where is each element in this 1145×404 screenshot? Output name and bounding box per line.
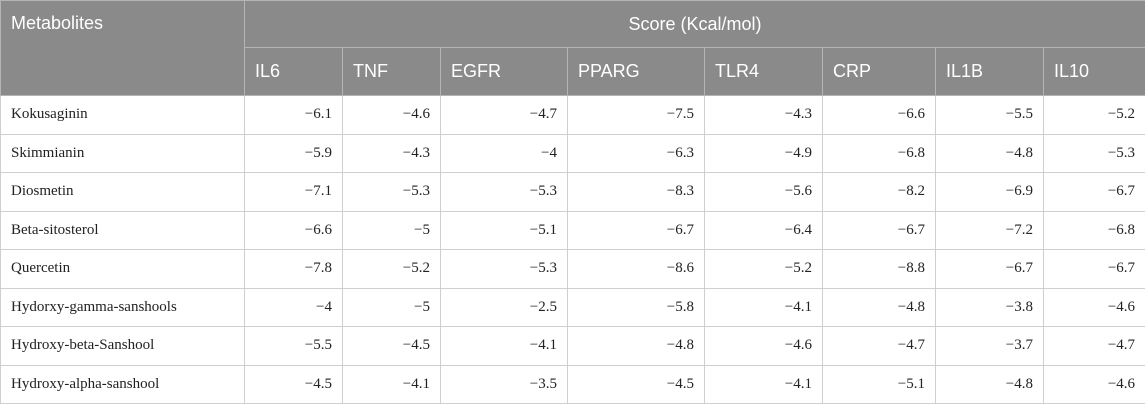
score-cell: −4 xyxy=(244,287,343,327)
score-cell: −6.4 xyxy=(704,210,823,250)
score-cell: −7.8 xyxy=(244,249,343,289)
score-cell: −6.8 xyxy=(822,133,936,173)
score-cell: −4.8 xyxy=(822,287,936,327)
header-row: Metabolites Score (Kcal/mol) xyxy=(0,0,1145,96)
score-cell: −5.2 xyxy=(342,249,441,289)
score-cell: −4.7 xyxy=(822,326,936,366)
score-cell: −4.1 xyxy=(342,364,441,404)
score-cell: −5.5 xyxy=(244,326,343,366)
score-cell: −6.8 xyxy=(1042,210,1145,250)
score-cell: −8.6 xyxy=(567,249,705,289)
header-row: IL6 TNF EGFR PPARG TLR4 CRP IL1B IL10 xyxy=(1,47,1145,96)
score-cell: −4.6 xyxy=(1042,364,1145,404)
score-cell: −4.8 xyxy=(935,364,1044,404)
score-cell: −4.6 xyxy=(704,326,823,366)
score-cell: −5.3 xyxy=(440,249,568,289)
score-cell: −3.8 xyxy=(935,287,1044,327)
score-cell: −8.8 xyxy=(822,249,936,289)
table-row: Hydorxy-gamma-sanshools −4 −5 −2.5 −5.8 −4.1−… xyxy=(0,287,1145,327)
table-header: Metabolites Score (Kcal/mol) IL6 TNF EGFR P… xyxy=(0,0,1145,96)
score-cell: −4.7 xyxy=(440,95,568,135)
score-cell: −5 xyxy=(342,210,441,250)
score-cell: −4.5 xyxy=(244,364,343,404)
group-header: Score (Kcal/mol) xyxy=(243,0,1145,48)
score-cell: −4.5 xyxy=(567,364,705,404)
score-cell: −5.1 xyxy=(822,364,936,404)
score-cell: −5.3 xyxy=(342,172,441,212)
score-cell: −7.2 xyxy=(935,210,1044,250)
row-label: Diosmetin xyxy=(0,172,245,212)
score-cell: −8.3 xyxy=(567,172,705,212)
column-header: IL1B xyxy=(935,47,1044,96)
score-cell: −4.1 xyxy=(440,326,568,366)
score-cell: −4.6 xyxy=(1042,287,1145,327)
column-header: PPARG xyxy=(567,47,705,96)
score-cell: −4.1 xyxy=(704,287,823,327)
score-cell: −6.9 xyxy=(935,172,1044,212)
score-cell: −4.5 xyxy=(342,326,441,366)
score-cell: −6.6 xyxy=(244,210,343,250)
score-cell: −6.7 xyxy=(567,210,705,250)
score-cell: −4.3 xyxy=(342,133,441,173)
table-body: Kokusaginin −6.1 −4.6 −4.7 −7.5 −4.3 −6.6 −5.5−… xyxy=(0,95,1145,404)
score-cell: −8.2 xyxy=(822,172,936,212)
score-cell: −6.6 xyxy=(822,95,936,135)
score-cell: −4.9 xyxy=(704,133,823,173)
column-header: IL6 xyxy=(244,47,343,96)
score-cell: −4.3 xyxy=(704,95,823,135)
score-cell: −4.7 xyxy=(1042,326,1145,366)
header-cell: Metabolites xyxy=(0,0,245,96)
row-label: Beta-sitosterol xyxy=(0,210,245,250)
row-label: Skimmianin xyxy=(0,133,245,173)
table-row: Diosmetin −7.1 −5.3 −5.3 −8.3 −5.6 −8.2 −6.9 −6.… xyxy=(0,172,1145,212)
score-cell: −5.9 xyxy=(244,133,343,173)
score-cell: −7.1 xyxy=(244,172,343,212)
score-cell: −7.5 xyxy=(567,95,705,135)
score-cell: −4.8 xyxy=(935,133,1044,173)
score-cell: −6.1 xyxy=(244,95,343,135)
score-cell: −3.7 xyxy=(935,326,1044,366)
score-cell: −5.1 xyxy=(440,210,568,250)
score-cell: −5.5 xyxy=(935,95,1044,135)
row-label: Hydorxy-gamma-sanshools xyxy=(0,287,245,327)
row-label: Hydroxy-alpha-sanshool xyxy=(0,364,245,404)
column-header: IL10 xyxy=(1042,47,1145,96)
score-cell: −5.8 xyxy=(567,287,705,327)
table-row: Skimmianin −5.9 −4.3 −4 −6.3 −4.9 −6.8 −4.8 −5.3 xyxy=(0,133,1145,173)
score-cell: −4.1 xyxy=(704,364,823,404)
table-row: Beta-sitosterol −6.6 −5 −5.1 −6.7 −6.4 −6.7 −7.… xyxy=(0,210,1145,250)
score-cell: −5 xyxy=(342,287,441,327)
score-cell: −6.7 xyxy=(1042,172,1145,212)
row-label: Hydroxy-beta-Sanshool xyxy=(0,326,245,366)
score-cell: −6.7 xyxy=(1042,249,1145,289)
score-cell: −5.3 xyxy=(1042,133,1145,173)
column-header: CRP xyxy=(822,47,936,96)
column-header: TNF xyxy=(342,47,441,96)
score-cell: −5.2 xyxy=(1042,95,1145,135)
column-header: TLR4 xyxy=(704,47,823,96)
score-cell: −2.5 xyxy=(440,287,568,327)
score-cell: −3.5 xyxy=(440,364,568,404)
score-cell: −6.7 xyxy=(935,249,1044,289)
table-row: Kokusaginin −6.1 −4.6 −4.7 −7.5 −4.3 −6.6 −5.5−… xyxy=(0,95,1145,135)
row-label: Kokusaginin xyxy=(0,95,245,135)
score-cell: −6.3 xyxy=(567,133,705,173)
column-header: EGFR xyxy=(440,47,568,96)
row-label: Quercetin xyxy=(0,249,245,289)
table-row: Hydroxy-alpha-sanshool −4.5 −4.1 −3.5 −4.5 −4… xyxy=(0,364,1145,404)
score-cell: −5.6 xyxy=(704,172,823,212)
score-cell: −4.6 xyxy=(342,95,441,135)
score-cell: −5.2 xyxy=(704,249,823,289)
table-row: Hydroxy-beta-Sanshool −5.5 −4.5 −4.1 −4.8 −4.… xyxy=(0,326,1145,366)
score-cell: −4.8 xyxy=(567,326,705,366)
table-row: Quercetin −7.8 −5.2 −5.3 −8.6 −5.2 −8.8 −6.7 −6.… xyxy=(0,249,1145,289)
score-cell: −6.7 xyxy=(822,210,936,250)
score-cell: −5.3 xyxy=(440,172,568,212)
score-cell: −4 xyxy=(440,133,568,173)
